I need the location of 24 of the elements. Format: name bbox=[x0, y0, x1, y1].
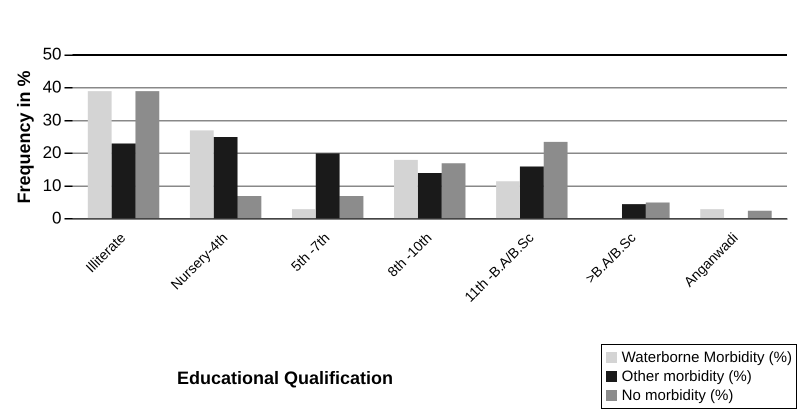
bar bbox=[190, 130, 214, 218]
bar bbox=[700, 209, 724, 218]
x-axis-title: Educational Qualification bbox=[176, 368, 394, 389]
legend-label: No morbidity (%) bbox=[620, 386, 734, 405]
legend-label: Other morbidity (%) bbox=[620, 367, 753, 386]
y-tick-label: 10 bbox=[42, 176, 62, 195]
legend-label: Waterborne Morbidity (%) bbox=[620, 348, 792, 367]
bar bbox=[418, 173, 442, 218]
bar bbox=[622, 204, 646, 218]
bar bbox=[394, 160, 418, 218]
bar bbox=[316, 153, 340, 218]
bar bbox=[496, 181, 520, 218]
bar bbox=[88, 91, 112, 218]
x-tick-label: 5th -7th bbox=[288, 229, 333, 274]
bar bbox=[112, 144, 136, 218]
bar bbox=[520, 166, 544, 218]
y-axis-title: Frequency in % bbox=[14, 70, 34, 204]
y-tick-label: 0 bbox=[52, 208, 62, 228]
bar bbox=[292, 209, 316, 218]
y-tick-label: 30 bbox=[42, 110, 62, 130]
y-tick-label: 40 bbox=[42, 77, 62, 96]
y-tick-label: 50 bbox=[42, 44, 62, 64]
bar bbox=[214, 136, 238, 218]
y-tick-label: 20 bbox=[42, 143, 62, 162]
